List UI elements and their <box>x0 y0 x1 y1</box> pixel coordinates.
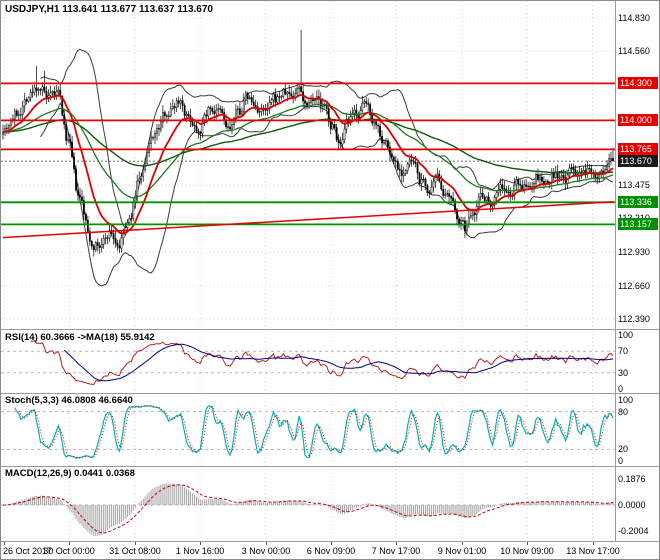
rsi-axis-label: 70 <box>618 346 629 356</box>
time-axis-label: 1 Nov 16:00 <box>175 546 225 556</box>
price-axis-label: 114.560 <box>618 46 650 56</box>
rsi-axis-label: 100 <box>618 330 634 340</box>
panel-separator[interactable] <box>1 466 659 467</box>
price-level-box: 114.300 <box>618 77 658 89</box>
price-level-box: 114.000 <box>618 114 658 126</box>
time-axis-label: 30 Oct 00:00 <box>43 546 95 556</box>
time-tick <box>593 542 594 545</box>
price-level-box: 113.336 <box>618 196 658 208</box>
macd-panel <box>1 483 615 536</box>
time-axis-label: 9 Nov 01:00 <box>437 546 487 556</box>
time-axis-label: 13 Nov 17:00 <box>566 546 620 556</box>
time-tick <box>331 542 332 545</box>
chart-svg <box>1 1 615 541</box>
stochastic-panel <box>1 405 615 460</box>
rsi-indicator-title: RSI(14) 60.3666 ->MA(18) 55.9142 <box>5 332 155 343</box>
price-level-box: 113.765 <box>618 143 658 155</box>
time-tick <box>462 542 463 545</box>
price-axis-label: 112.390 <box>618 314 650 324</box>
time-tick <box>527 542 528 545</box>
rsi-axis-label: 30 <box>618 368 629 378</box>
price-axis[interactable]: 114.830 114.560 114.300 114.000 113.765 113.6… <box>617 1 659 541</box>
price-axis-label: 113.475 <box>618 180 650 190</box>
time-tick <box>266 542 267 545</box>
trendline[interactable] <box>2 201 614 239</box>
rsi-axis-label: 0 <box>618 384 624 394</box>
time-tick <box>69 542 70 545</box>
stoch-axis-label: 0 <box>618 456 624 466</box>
macd-indicator-title: MACD(12,26,9) 0.0441 0.0368 <box>5 468 135 479</box>
time-axis[interactable]: 26 Oct 2017 30 Oct 00:00 31 Oct 08:00 1 Nov… <box>1 542 659 559</box>
price-axis-label: 112.660 <box>618 281 650 291</box>
moving-averages <box>2 94 614 235</box>
panel-separator[interactable] <box>1 393 659 394</box>
macd-axis-label: 0.1876 <box>618 474 646 484</box>
time-axis-label: 31 Oct 08:00 <box>109 546 161 556</box>
candlesticks <box>2 30 614 257</box>
time-tick <box>200 542 201 545</box>
time-axis-label: 6 Nov 09:00 <box>306 546 356 556</box>
chart-title: USDJPY,H1 113.641 113.677 113.637 113.67… <box>5 4 213 15</box>
rsi-panel <box>1 340 615 386</box>
time-axis-label: 26 Oct 2017 <box>3 546 53 556</box>
chart-plot-area[interactable] <box>1 1 615 541</box>
macd-axis-label: -0.2004 <box>618 526 649 536</box>
stoch-axis-label: 80 <box>618 407 629 417</box>
support-resistance-lines[interactable] <box>1 82 615 226</box>
stoch-axis-label: 20 <box>618 444 629 454</box>
bollinger-bands <box>40 48 614 287</box>
time-tick <box>4 542 5 545</box>
stoch-indicator-title: Stoch(5,3,3) 46.0808 46.6640 <box>5 395 133 406</box>
price-axis-label: 114.830 <box>618 13 650 23</box>
stoch-axis-label: 100 <box>618 395 634 405</box>
panel-separator <box>1 541 659 542</box>
time-axis-label: 10 Nov 09:00 <box>500 546 554 556</box>
macd-axis-label: 0.0000 <box>618 500 646 510</box>
price-level-box: 113.670 <box>618 155 658 167</box>
panel-separator[interactable] <box>1 329 659 330</box>
price-axis-label: 112.930 <box>618 247 650 257</box>
time-tick <box>396 542 397 545</box>
time-tick <box>135 542 136 545</box>
axis-divider <box>615 1 616 541</box>
time-axis-label: 3 Nov 00:00 <box>241 546 291 556</box>
time-axis-label: 7 Nov 17:00 <box>371 546 421 556</box>
price-level-box: 113.157 <box>618 218 658 230</box>
